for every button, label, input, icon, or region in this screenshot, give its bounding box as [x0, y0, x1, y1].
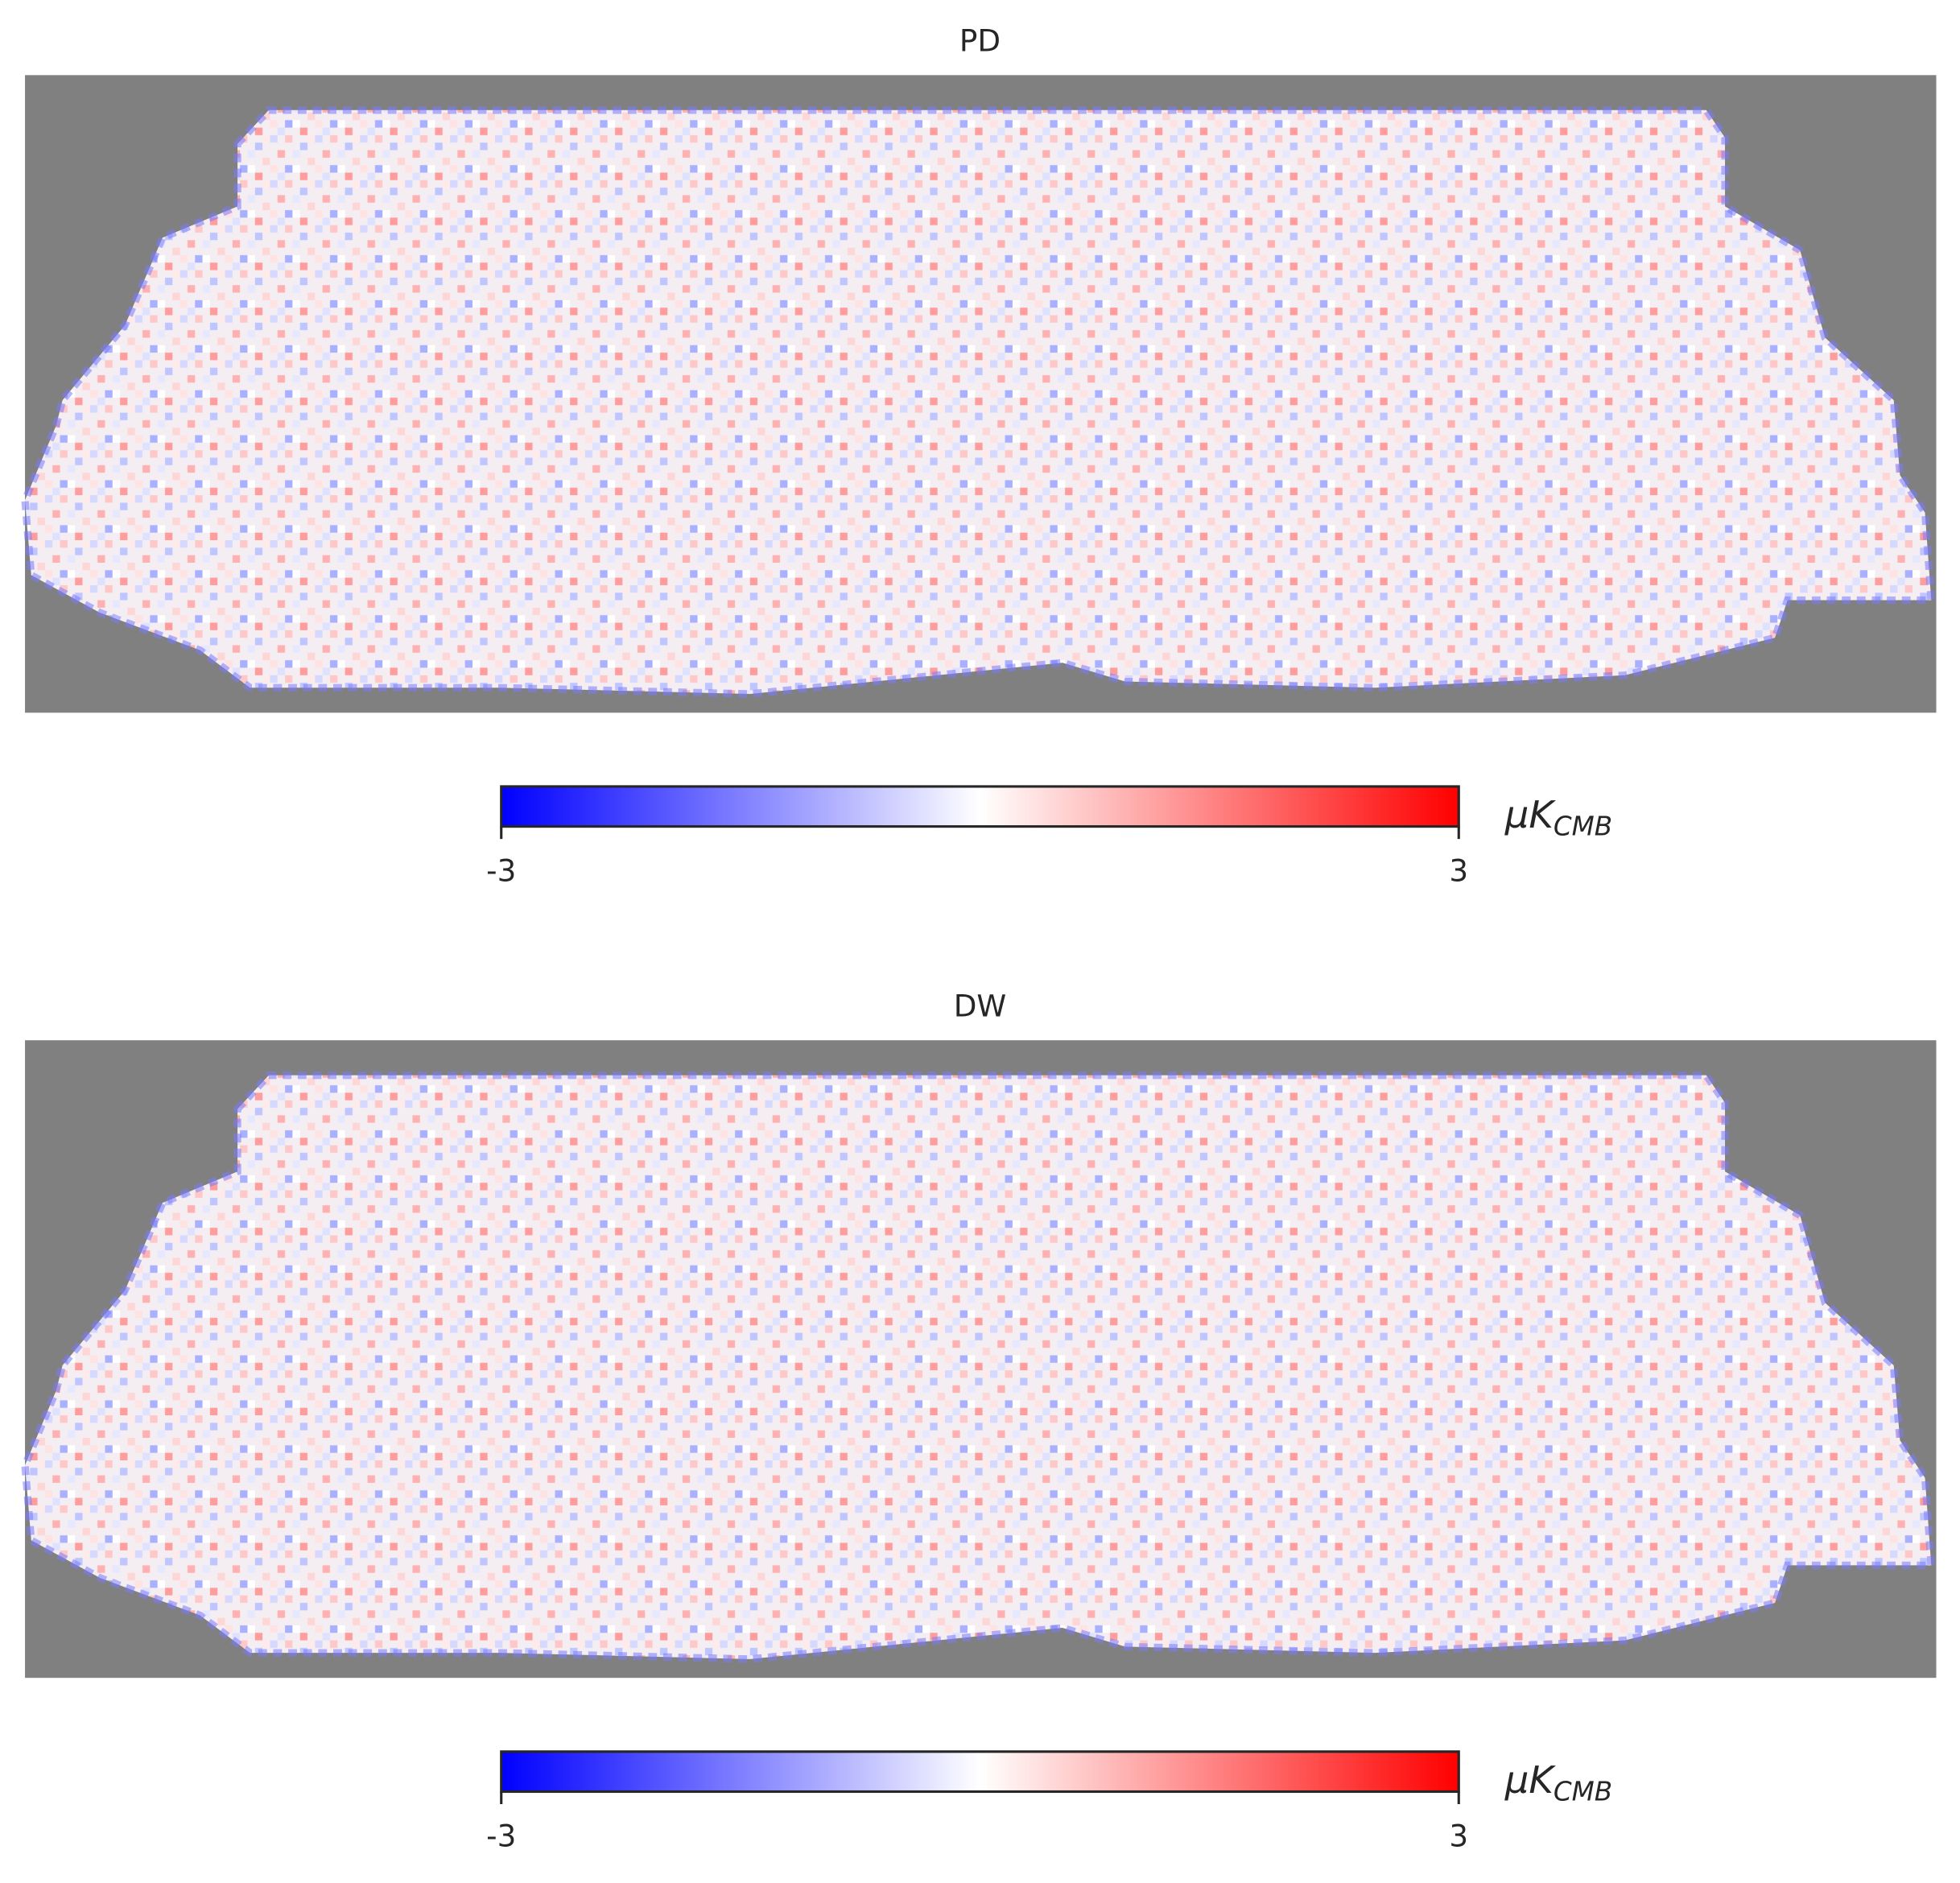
panel: DW -3 3 μKCMB [21, 988, 1937, 1853]
colorbar-unit: μKCMB [1504, 1758, 1612, 1807]
colorbar [500, 1750, 1460, 1794]
unit-subscript: CMB [1554, 811, 1612, 842]
unit: μK [1504, 793, 1557, 836]
colorbar-tick-label: 3 [1449, 853, 1468, 889]
panel-title: DW [954, 988, 1007, 1023]
colorbar-tick-label: -3 [486, 1818, 516, 1853]
sky-map [25, 109, 1932, 695]
panel-title: PD [959, 23, 1001, 58]
colorbar-tick-label: 3 [1449, 1818, 1468, 1853]
unit-subscript: CMB [1554, 1776, 1612, 1807]
sky-map-edge [21, 106, 1936, 698]
sky-map [25, 1075, 1932, 1659]
panel: PD -3 3 μKCMB [21, 23, 1937, 889]
sky-map-edge [21, 1072, 1936, 1663]
unit: μK [1504, 1758, 1557, 1802]
colorbar-unit: μKCMB [1504, 793, 1612, 841]
colorbar-tick-label: -3 [486, 853, 516, 889]
colorbar [500, 785, 1460, 828]
